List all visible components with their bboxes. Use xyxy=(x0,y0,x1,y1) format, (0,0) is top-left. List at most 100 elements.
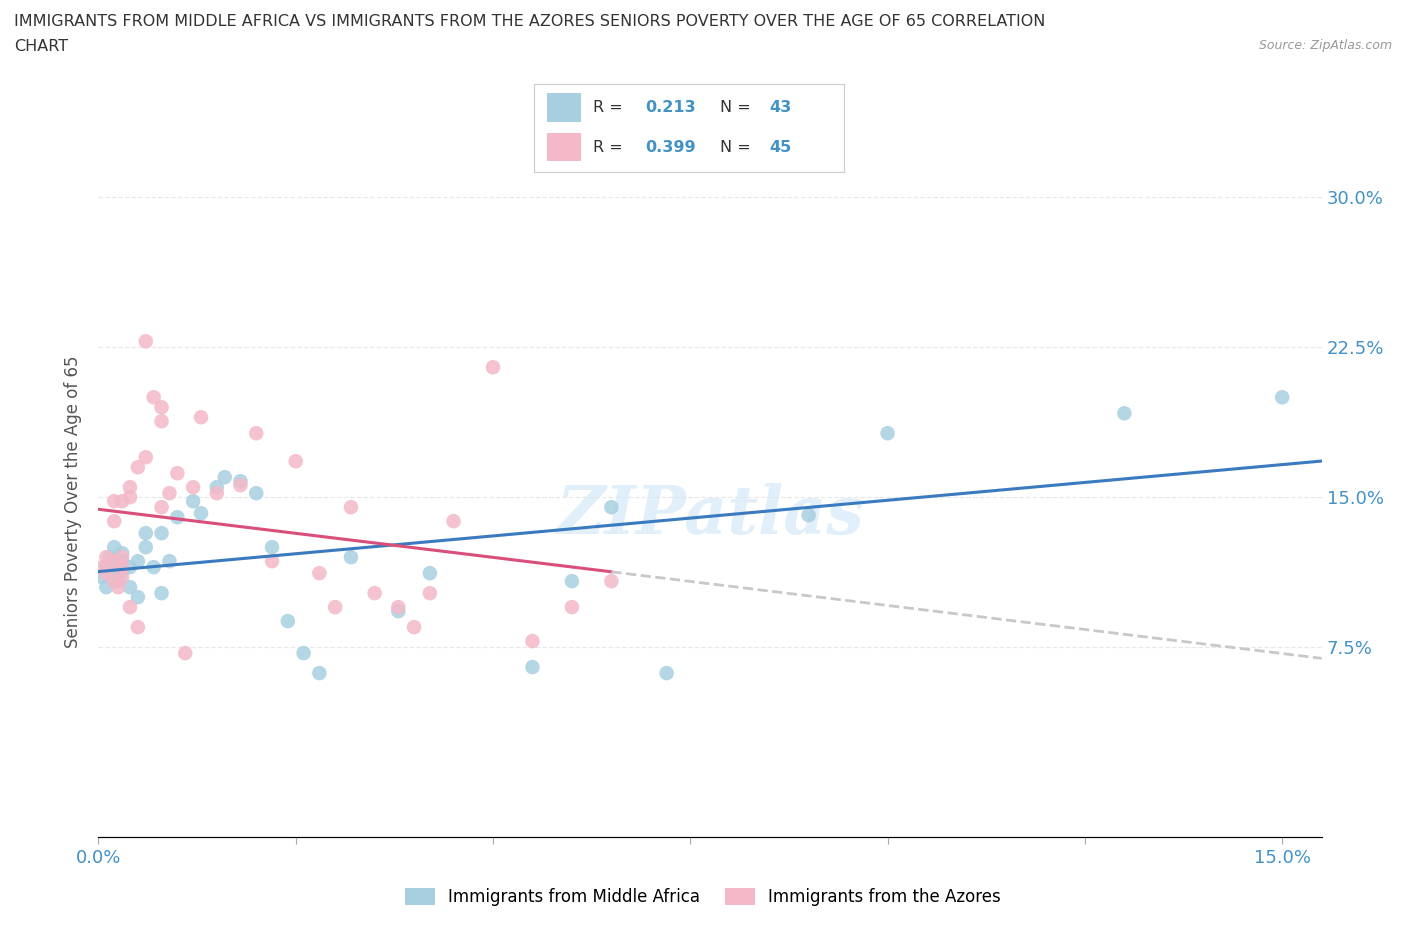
Text: R =: R = xyxy=(593,100,628,115)
Point xyxy=(260,553,283,568)
Text: 43: 43 xyxy=(769,100,792,115)
Point xyxy=(96,550,118,565)
Text: R =: R = xyxy=(593,140,628,154)
Point xyxy=(142,390,165,405)
Point xyxy=(103,553,125,568)
Point xyxy=(118,490,141,505)
Point xyxy=(127,459,149,474)
Point xyxy=(103,513,125,528)
Point xyxy=(363,586,385,601)
Point xyxy=(600,499,623,514)
Point xyxy=(127,619,149,634)
Point xyxy=(229,473,252,488)
Point xyxy=(522,659,544,674)
Text: 0.399: 0.399 xyxy=(645,140,696,154)
Point xyxy=(340,550,363,565)
Legend: Immigrants from Middle Africa, Immigrants from the Azores: Immigrants from Middle Africa, Immigrant… xyxy=(398,881,1008,912)
Point xyxy=(135,525,157,540)
Point xyxy=(1271,390,1294,405)
Point xyxy=(107,579,129,594)
Point xyxy=(404,619,426,634)
Point xyxy=(340,499,363,514)
Point xyxy=(103,574,125,589)
Point xyxy=(98,550,121,565)
Point xyxy=(522,633,544,648)
Point xyxy=(111,546,134,561)
Point xyxy=(150,499,173,514)
Text: N =: N = xyxy=(720,100,756,115)
Point xyxy=(214,470,236,485)
Point xyxy=(91,570,114,585)
Text: CHART: CHART xyxy=(14,39,67,54)
FancyBboxPatch shape xyxy=(547,133,581,162)
Point xyxy=(245,426,267,441)
Point xyxy=(443,513,465,528)
Point xyxy=(150,586,173,601)
Point xyxy=(103,553,125,568)
Point xyxy=(142,560,165,575)
Point xyxy=(166,466,188,481)
Point xyxy=(159,485,181,500)
Point xyxy=(159,553,181,568)
Text: ZIPatlas: ZIPatlas xyxy=(557,483,863,548)
Point xyxy=(91,560,114,575)
Point xyxy=(174,645,197,660)
Point xyxy=(205,480,228,495)
Point xyxy=(111,553,134,568)
Point xyxy=(107,574,129,589)
Point xyxy=(103,494,125,509)
Point xyxy=(150,414,173,429)
Point xyxy=(103,539,125,554)
Point xyxy=(260,539,283,554)
Point xyxy=(150,525,173,540)
Point xyxy=(419,586,441,601)
Point xyxy=(323,600,346,615)
Point xyxy=(135,450,157,465)
Point xyxy=(387,604,409,618)
Point xyxy=(482,360,505,375)
Point xyxy=(166,510,188,525)
Point xyxy=(135,334,157,349)
Point xyxy=(150,400,173,415)
Point xyxy=(655,666,678,681)
Point xyxy=(181,494,204,509)
Point xyxy=(103,565,125,580)
Point xyxy=(205,485,228,500)
Point xyxy=(308,565,330,580)
Point xyxy=(111,560,134,575)
Point xyxy=(118,480,141,495)
Point xyxy=(229,478,252,493)
Y-axis label: Seniors Poverty Over the Age of 65: Seniors Poverty Over the Age of 65 xyxy=(65,356,83,648)
Point xyxy=(127,590,149,604)
Text: N =: N = xyxy=(720,140,756,154)
Point xyxy=(561,574,583,589)
Point xyxy=(876,426,898,441)
Point xyxy=(284,454,307,469)
Point xyxy=(308,666,330,681)
Point xyxy=(797,508,820,523)
Point xyxy=(292,645,315,660)
Point xyxy=(181,480,204,495)
Point xyxy=(118,560,141,575)
Point xyxy=(96,579,118,594)
Point xyxy=(277,614,299,629)
Point xyxy=(111,570,134,585)
Text: Source: ZipAtlas.com: Source: ZipAtlas.com xyxy=(1258,39,1392,52)
FancyBboxPatch shape xyxy=(547,93,581,122)
Text: 45: 45 xyxy=(769,140,792,154)
Point xyxy=(111,494,134,509)
Point xyxy=(1114,405,1136,420)
Point xyxy=(561,600,583,615)
Point xyxy=(118,600,141,615)
Point xyxy=(190,410,212,425)
Point xyxy=(245,485,267,500)
Point xyxy=(387,600,409,615)
Point xyxy=(190,506,212,521)
Point xyxy=(419,565,441,580)
Point xyxy=(127,553,149,568)
Text: IMMIGRANTS FROM MIDDLE AFRICA VS IMMIGRANTS FROM THE AZORES SENIORS POVERTY OVER: IMMIGRANTS FROM MIDDLE AFRICA VS IMMIGRA… xyxy=(14,14,1046,29)
Point xyxy=(135,539,157,554)
Point xyxy=(118,579,141,594)
Point xyxy=(111,564,134,578)
Point xyxy=(96,565,118,580)
